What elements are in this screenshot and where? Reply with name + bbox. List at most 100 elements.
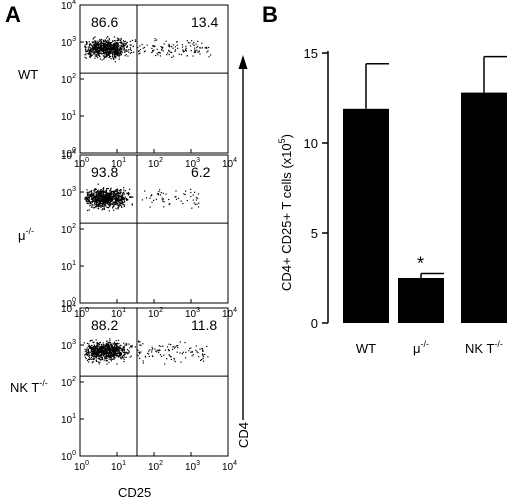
flow-event-dot bbox=[105, 197, 107, 199]
flow-event-dot bbox=[103, 354, 105, 356]
flow-event-dot bbox=[98, 363, 100, 365]
flow-event-dot bbox=[192, 194, 194, 196]
flow-event-dot bbox=[111, 355, 113, 357]
flow-event-dot bbox=[94, 43, 96, 45]
flow-event-dot bbox=[108, 210, 110, 212]
flow-event-dot bbox=[117, 50, 119, 52]
flow-event-dot bbox=[108, 192, 110, 194]
flow-event-dot bbox=[115, 202, 117, 204]
flow-event-dot bbox=[97, 41, 99, 44]
y-tick-label: 102 bbox=[61, 376, 76, 389]
flow-event-dot bbox=[162, 345, 164, 347]
flow-event-dot bbox=[111, 45, 113, 47]
flow-event-dot bbox=[88, 355, 91, 357]
flow-event-dot bbox=[110, 58, 112, 60]
flow-event-dot bbox=[87, 350, 89, 352]
flow-event-dot bbox=[103, 350, 106, 352]
flow-event-dot bbox=[88, 48, 90, 50]
flow-event-dot bbox=[103, 208, 105, 210]
flow-event-dot bbox=[117, 48, 119, 50]
flow-event-dot bbox=[123, 354, 125, 356]
flow-event-dot bbox=[106, 357, 108, 359]
flow-event-dot bbox=[114, 198, 116, 200]
flow-event-dot bbox=[113, 197, 116, 199]
flow-event-dot bbox=[202, 350, 204, 352]
flow-event-dot bbox=[181, 44, 183, 46]
flow-event-dot bbox=[95, 49, 97, 51]
flow-event-dot bbox=[86, 354, 88, 356]
flow-event-dot bbox=[162, 198, 165, 200]
flow-event-dot bbox=[173, 359, 175, 361]
flow-event-dot bbox=[159, 349, 161, 351]
flow-event-dot bbox=[139, 351, 141, 353]
flow-event-dot bbox=[119, 189, 121, 191]
flow-event-dot bbox=[131, 39, 134, 41]
flow-event-dot bbox=[177, 345, 179, 347]
flow-event-dot bbox=[161, 197, 163, 199]
flow-event-dot bbox=[191, 355, 193, 357]
flow-event-dot bbox=[114, 194, 116, 196]
flow-event-dot bbox=[139, 353, 141, 355]
flow-event-dot bbox=[146, 44, 148, 46]
flow-event-dot bbox=[103, 206, 105, 208]
flow-event-dot bbox=[93, 190, 95, 192]
flow-event-dot bbox=[92, 346, 94, 348]
flow-event-dot bbox=[203, 356, 205, 358]
flow-event-dot bbox=[102, 40, 104, 42]
flow-event-dot bbox=[91, 344, 93, 346]
flow-event-dot bbox=[109, 355, 111, 358]
flow-event-dot bbox=[106, 51, 108, 53]
flow-event-dot bbox=[117, 355, 119, 357]
flow-event-dot bbox=[122, 42, 124, 44]
flow-event-dot bbox=[161, 48, 163, 50]
flow-event-dot bbox=[123, 347, 125, 349]
flow-event-dot bbox=[165, 40, 167, 42]
flow-event-dot bbox=[116, 198, 118, 200]
flow-event-dot bbox=[177, 47, 179, 49]
flow-event-dot bbox=[122, 203, 124, 205]
flow-event-dot bbox=[86, 196, 88, 198]
flow-event-dot bbox=[206, 345, 208, 348]
flow-event-dot bbox=[112, 45, 114, 47]
flow-event-dot bbox=[175, 190, 177, 192]
flow-event-dot bbox=[163, 354, 165, 356]
flow-event-dot bbox=[123, 351, 125, 353]
flow-event-dot bbox=[86, 200, 88, 203]
flow-event-dot bbox=[180, 200, 182, 202]
flow-event-dot bbox=[173, 357, 175, 359]
flow-event-dot bbox=[150, 194, 153, 196]
flow-event-dot bbox=[87, 46, 89, 48]
flow-event-dot bbox=[104, 40, 106, 42]
flow-event-dot bbox=[98, 343, 100, 345]
flow-event-dot bbox=[109, 338, 111, 340]
flow-event-dot bbox=[113, 52, 115, 54]
flow-event-dot bbox=[113, 348, 115, 350]
flow-event-dot bbox=[93, 200, 95, 202]
flow-event-dot bbox=[91, 358, 93, 360]
flow-event-dot bbox=[90, 54, 92, 56]
flow-event-dot bbox=[97, 361, 99, 363]
flow-event-dot bbox=[85, 197, 87, 199]
flow-event-dot bbox=[87, 202, 89, 205]
flow-event-dot bbox=[120, 203, 122, 205]
flow-event-dot bbox=[171, 51, 173, 53]
flow-event-dot bbox=[120, 189, 122, 191]
flow-event-dot bbox=[117, 52, 120, 55]
flow-event-dot bbox=[118, 48, 120, 50]
flow-event-dot bbox=[190, 191, 192, 194]
flow-event-dot bbox=[99, 46, 101, 48]
flow-event-dot bbox=[124, 344, 126, 346]
flow-event-dot bbox=[182, 351, 184, 353]
flow-event-dot bbox=[127, 194, 129, 196]
flow-event-dot bbox=[202, 350, 204, 352]
flow-event-dot bbox=[102, 187, 104, 189]
flow-event-dot bbox=[116, 363, 118, 365]
flow-event-dot bbox=[91, 195, 93, 197]
flow-event-dot bbox=[101, 209, 103, 211]
flow-event-dot bbox=[189, 42, 191, 44]
flow-event-dot bbox=[90, 190, 93, 192]
flow-event-dot bbox=[123, 350, 126, 352]
flow-event-dot bbox=[90, 52, 92, 54]
flow-event-dot bbox=[112, 351, 115, 353]
